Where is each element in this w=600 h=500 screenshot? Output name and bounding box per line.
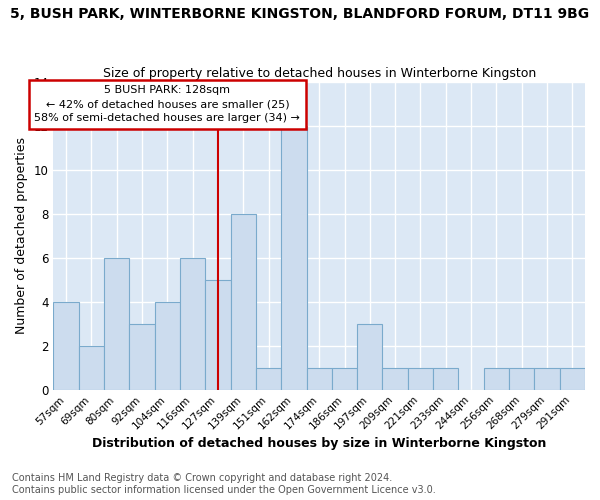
Bar <box>307 368 332 390</box>
Text: Contains HM Land Registry data © Crown copyright and database right 2024.
Contai: Contains HM Land Registry data © Crown c… <box>12 474 436 495</box>
Bar <box>509 368 535 390</box>
Bar <box>79 346 104 390</box>
Text: 5 BUSH PARK: 128sqm
← 42% of detached houses are smaller (25)
58% of semi-detach: 5 BUSH PARK: 128sqm ← 42% of detached ho… <box>34 86 300 124</box>
Bar <box>357 324 382 390</box>
Title: Size of property relative to detached houses in Winterborne Kingston: Size of property relative to detached ho… <box>103 66 536 80</box>
Bar <box>433 368 458 390</box>
Bar <box>332 368 357 390</box>
Bar <box>560 368 585 390</box>
Bar <box>256 368 281 390</box>
Bar <box>484 368 509 390</box>
Bar <box>408 368 433 390</box>
Bar <box>180 258 205 390</box>
Bar <box>281 126 307 390</box>
Y-axis label: Number of detached properties: Number of detached properties <box>15 138 28 334</box>
Bar <box>155 302 180 390</box>
Bar <box>130 324 155 390</box>
Bar <box>205 280 230 390</box>
Bar <box>104 258 130 390</box>
Bar <box>382 368 408 390</box>
X-axis label: Distribution of detached houses by size in Winterborne Kingston: Distribution of detached houses by size … <box>92 437 547 450</box>
Text: 5, BUSH PARK, WINTERBORNE KINGSTON, BLANDFORD FORUM, DT11 9BG: 5, BUSH PARK, WINTERBORNE KINGSTON, BLAN… <box>10 8 590 22</box>
Bar <box>535 368 560 390</box>
Bar <box>230 214 256 390</box>
Bar <box>53 302 79 390</box>
